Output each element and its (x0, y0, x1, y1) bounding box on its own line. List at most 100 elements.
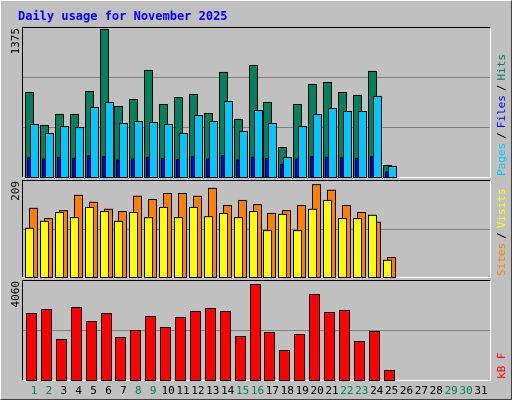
legend-entry: Visits (495, 189, 508, 229)
x-tick-label: 7 (120, 384, 127, 397)
x-tick-label: 28 (430, 384, 443, 397)
bar (328, 107, 337, 178)
bar (85, 206, 94, 278)
bar (239, 130, 248, 178)
plot-border-dark (22, 180, 491, 278)
x-tick-label: 22 (340, 384, 353, 397)
bar (263, 230, 272, 279)
x-tick-label: 12 (191, 384, 204, 397)
bar (268, 123, 277, 178)
bar (105, 101, 114, 178)
x-tick-label: 6 (105, 384, 112, 397)
bar (250, 284, 261, 381)
legend-separator: / (495, 232, 508, 239)
legend-separator: / (495, 132, 508, 139)
legend: Sites / Visits (495, 189, 508, 277)
bar (343, 111, 352, 178)
bar (144, 217, 153, 278)
bar (134, 121, 143, 178)
bar (234, 217, 243, 278)
plot-border-dark (22, 27, 491, 178)
bar (384, 370, 395, 381)
x-tick-label: 9 (150, 384, 157, 397)
x-tick-label: 29 (445, 384, 458, 397)
bar (209, 121, 218, 178)
bar (220, 311, 231, 382)
bar (115, 336, 126, 382)
x-tick-label: 25 (385, 384, 398, 397)
bar (179, 133, 188, 178)
x-tick-label: 16 (251, 384, 264, 397)
bar (119, 123, 128, 178)
bar (339, 310, 350, 381)
bar (175, 316, 186, 382)
bar (279, 350, 290, 381)
x-tick-label: 27 (415, 384, 428, 397)
x-tick-label: 4 (75, 384, 82, 397)
bar (90, 106, 99, 178)
bar (354, 341, 365, 382)
bar (71, 306, 82, 382)
bar (254, 110, 263, 178)
bar (323, 199, 332, 278)
bar (129, 212, 138, 278)
y-tick-label: 1375 (9, 28, 22, 55)
bar (283, 157, 292, 178)
bar (174, 217, 183, 278)
bar (25, 227, 34, 279)
x-tick-label: 15 (236, 384, 249, 397)
bar (278, 213, 287, 279)
bar (235, 336, 246, 382)
legend-entry: Files (495, 95, 508, 128)
x-tick-label: 31 (474, 384, 487, 397)
x-tick-label: 21 (325, 384, 338, 397)
bar (205, 308, 216, 381)
x-tick-label: 1 (31, 384, 38, 397)
bar (86, 321, 97, 382)
bar (313, 114, 322, 178)
legend-entry: kB F (495, 353, 508, 380)
bar (219, 212, 228, 278)
y-tick-label: 209 (9, 181, 22, 201)
legend-separator: / (495, 85, 508, 92)
bar (60, 126, 69, 178)
legend-entry: Pages (495, 143, 508, 176)
bar (164, 123, 173, 178)
x-tick-label: 14 (221, 384, 235, 397)
bar (298, 126, 307, 178)
bar (101, 313, 112, 381)
legend: kB F (495, 353, 508, 380)
x-tick-label: 18 (281, 384, 294, 397)
bar (55, 212, 64, 278)
bar (338, 218, 347, 279)
legend-entry: Hits (495, 54, 508, 81)
bar (369, 331, 380, 382)
x-tick-label: 13 (206, 384, 219, 397)
legend-entry: Sites (495, 243, 508, 276)
bar (309, 294, 320, 381)
plot-border-dark (22, 280, 491, 381)
bar (308, 208, 317, 278)
bar (70, 217, 79, 278)
bar (40, 220, 49, 278)
bar (160, 327, 171, 382)
bar (100, 211, 109, 278)
y-tick-label: 4060 (9, 281, 22, 308)
bar (294, 333, 305, 381)
bar (190, 311, 201, 382)
x-tick-label: 30 (459, 384, 472, 397)
x-tick-label: 2 (46, 384, 53, 397)
x-tick-label: 17 (266, 384, 279, 397)
bar (145, 316, 156, 382)
bar (353, 218, 362, 279)
bar (45, 133, 54, 178)
bar (194, 115, 203, 178)
bar (249, 211, 258, 278)
bar (130, 330, 141, 381)
x-tick-label: 8 (135, 384, 142, 397)
x-tick-label: 5 (90, 384, 97, 397)
x-tick-label: 10 (161, 384, 174, 397)
bar (264, 331, 275, 382)
